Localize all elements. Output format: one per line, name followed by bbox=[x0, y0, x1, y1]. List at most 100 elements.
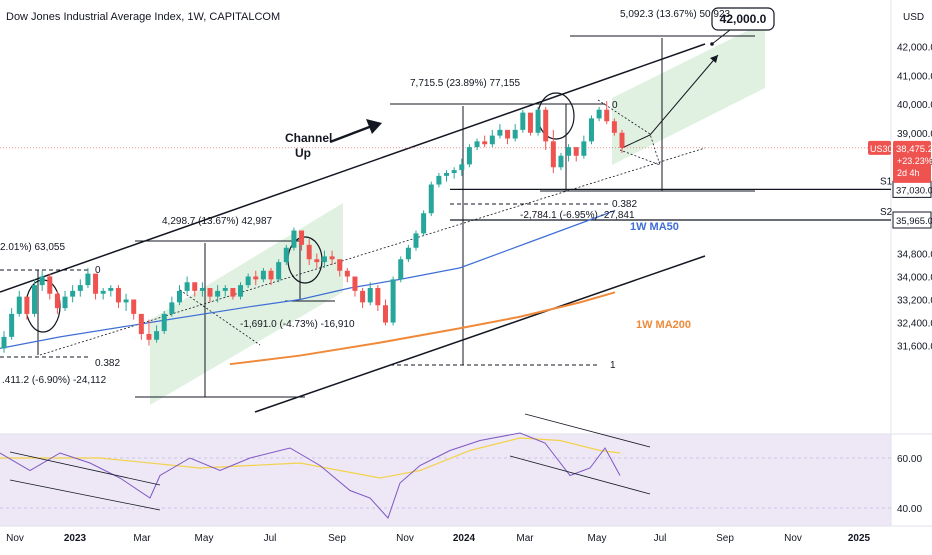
ma50-label: 1W MA50 bbox=[630, 221, 679, 233]
candle-body bbox=[176, 290, 182, 303]
candle-body bbox=[39, 276, 45, 286]
candle bbox=[283, 244, 289, 265]
candle-body bbox=[405, 247, 411, 260]
candle bbox=[588, 115, 594, 145]
measurement-label: 2.01%) 63,055 bbox=[0, 242, 65, 253]
candle-body bbox=[62, 296, 68, 309]
symbol-tag-bg bbox=[868, 140, 891, 155]
rsi-trend-4 bbox=[509, 455, 651, 495]
support-price-tag-s1: 37,030.0 bbox=[896, 185, 932, 196]
candle-body bbox=[497, 129, 503, 136]
projection-arrowhead bbox=[710, 55, 718, 63]
projection-arrow bbox=[621, 54, 719, 149]
y-tick-label: 34,000.0 bbox=[897, 273, 932, 284]
y-tick-label: 42,000.0 bbox=[897, 43, 932, 54]
candle bbox=[230, 288, 236, 300]
candle-body bbox=[466, 147, 472, 165]
candle bbox=[360, 288, 366, 309]
candle bbox=[421, 210, 427, 237]
candle-body bbox=[573, 147, 579, 156]
candle bbox=[428, 181, 434, 217]
candle-body bbox=[276, 262, 282, 280]
candle bbox=[337, 259, 343, 277]
x-tick-label: Nov bbox=[396, 533, 414, 544]
x-tick-label: Nov bbox=[784, 533, 802, 544]
candle-body bbox=[321, 256, 327, 263]
candle bbox=[169, 296, 175, 317]
candle-body bbox=[245, 276, 251, 286]
candle-body bbox=[32, 285, 38, 314]
candle bbox=[444, 170, 450, 182]
candle bbox=[497, 124, 503, 139]
candle bbox=[268, 267, 274, 286]
candle-body bbox=[566, 147, 572, 156]
target-callout-box[interactable] bbox=[711, 7, 775, 31]
candle bbox=[505, 129, 511, 145]
target-dot bbox=[710, 42, 714, 46]
candle bbox=[390, 276, 396, 326]
candle bbox=[466, 144, 472, 168]
rsi-panel bbox=[0, 434, 891, 526]
candle bbox=[245, 273, 251, 288]
target-callout-pointer bbox=[711, 29, 731, 45]
candle bbox=[459, 158, 465, 176]
measurement-label: -2,784.1 (-6.95%) -27,841 bbox=[520, 210, 635, 221]
candle bbox=[474, 138, 480, 150]
candle-body bbox=[207, 288, 213, 297]
candle bbox=[176, 285, 182, 306]
candle-body bbox=[283, 247, 289, 263]
candle-body bbox=[77, 285, 83, 291]
candle bbox=[253, 270, 259, 286]
candle-body bbox=[596, 109, 602, 119]
candle-body bbox=[581, 141, 587, 156]
measurement-label: 5,092.3 (13.67%) 50,923 bbox=[620, 9, 731, 20]
rsi-ma-line bbox=[0, 437, 621, 479]
candle-body bbox=[337, 259, 343, 271]
candle bbox=[77, 279, 83, 297]
candle-body bbox=[360, 290, 366, 303]
candle bbox=[47, 273, 53, 300]
candle-body bbox=[329, 256, 335, 260]
candle-body bbox=[306, 244, 312, 260]
candle bbox=[413, 230, 419, 251]
candle-body bbox=[47, 276, 53, 294]
candle bbox=[62, 290, 68, 311]
candle-body bbox=[604, 109, 610, 122]
channel-lower-line bbox=[254, 255, 706, 413]
channel-label-line2: Up bbox=[295, 146, 311, 160]
x-tick-label: May bbox=[588, 533, 607, 544]
candle-body bbox=[100, 290, 106, 294]
candle-body bbox=[138, 313, 144, 334]
candle-body bbox=[268, 270, 274, 280]
candle-body bbox=[93, 273, 99, 294]
fib-level-label: 0 bbox=[612, 100, 618, 111]
candle bbox=[566, 144, 572, 162]
measurement-label: 4,298.7 (13.67%) 42,987 bbox=[162, 216, 273, 227]
candle-body bbox=[413, 233, 419, 248]
candle-body bbox=[550, 141, 556, 168]
x-tick-label: Jul bbox=[264, 533, 277, 544]
current-price-tag-bg bbox=[893, 140, 931, 183]
candle bbox=[535, 106, 541, 136]
candle bbox=[581, 135, 587, 159]
candle-body bbox=[451, 170, 457, 173]
candle bbox=[382, 299, 388, 326]
candle bbox=[260, 267, 266, 283]
candle bbox=[482, 135, 488, 148]
candle-body bbox=[1, 336, 7, 349]
candle bbox=[329, 250, 335, 265]
candle-body bbox=[474, 141, 480, 148]
ma50-line bbox=[0, 209, 616, 349]
candle bbox=[344, 267, 350, 283]
candle bbox=[100, 288, 106, 300]
y-tick-label: 32,400.0 bbox=[897, 319, 932, 330]
candle-body bbox=[253, 276, 259, 280]
candle-body bbox=[558, 155, 564, 168]
candle bbox=[70, 285, 76, 303]
candle-body bbox=[352, 276, 358, 291]
candle-body bbox=[123, 299, 129, 303]
candle-body bbox=[382, 305, 388, 323]
candle bbox=[39, 270, 45, 291]
